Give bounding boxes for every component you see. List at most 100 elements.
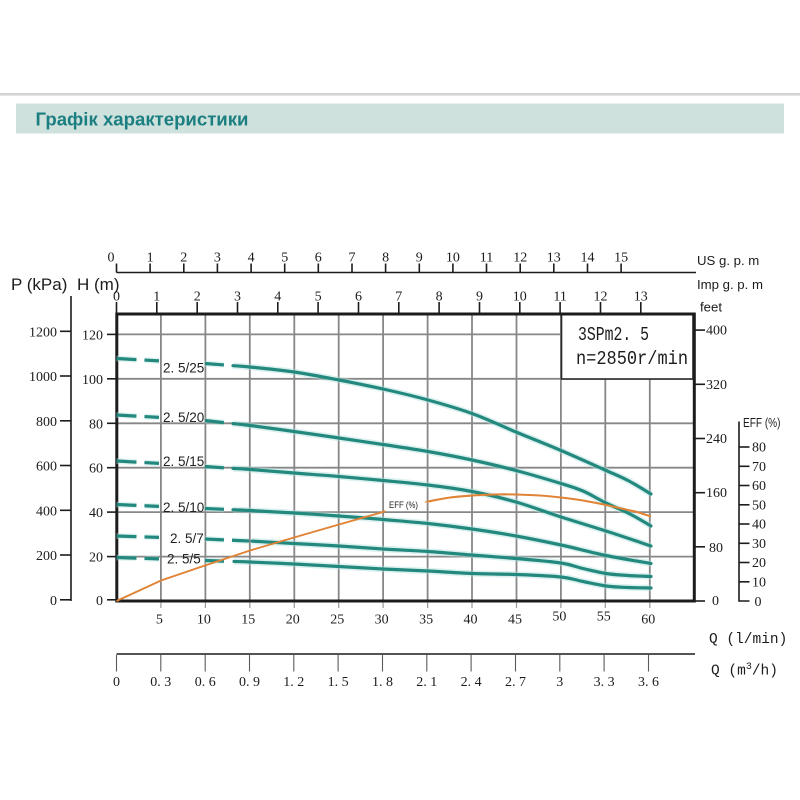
- svg-text:6: 6: [315, 251, 322, 266]
- svg-text:40: 40: [752, 518, 766, 533]
- svg-text:120: 120: [82, 328, 103, 343]
- svg-text:8: 8: [382, 251, 389, 266]
- svg-text:EFF (%): EFF (%): [389, 500, 418, 511]
- svg-text:P (kPa): P (kPa): [11, 275, 67, 294]
- svg-text:100: 100: [82, 373, 103, 388]
- svg-text:Q (m3/h): Q (m3/h): [711, 662, 778, 680]
- svg-text:20: 20: [752, 556, 766, 571]
- svg-text:1: 1: [147, 251, 154, 266]
- svg-text:14: 14: [581, 251, 595, 266]
- svg-text:0: 0: [113, 290, 120, 305]
- svg-text:60: 60: [641, 613, 655, 628]
- svg-text:200: 200: [36, 549, 57, 564]
- svg-text:1. 2: 1. 2: [283, 675, 304, 690]
- svg-text:40: 40: [464, 613, 478, 628]
- svg-text:3. 3: 3. 3: [594, 675, 615, 690]
- svg-text:320: 320: [706, 378, 727, 393]
- svg-text:80: 80: [752, 441, 766, 456]
- svg-text:Q (l/min): Q (l/min): [709, 632, 787, 648]
- svg-text:55: 55: [597, 610, 611, 625]
- svg-text:n=2850r/min: n=2850r/min: [576, 348, 688, 370]
- svg-text:3: 3: [214, 251, 221, 266]
- svg-text:11: 11: [480, 251, 493, 266]
- svg-text:6: 6: [355, 290, 362, 305]
- svg-text:400: 400: [706, 324, 727, 339]
- svg-text:8: 8: [436, 290, 443, 305]
- svg-text:1. 8: 1. 8: [372, 675, 393, 690]
- svg-text:10: 10: [197, 613, 211, 628]
- svg-text:feet: feet: [700, 300, 722, 315]
- svg-text:0: 0: [96, 594, 103, 609]
- svg-text:160: 160: [706, 486, 727, 501]
- svg-text:1: 1: [153, 290, 160, 305]
- svg-text:20: 20: [286, 613, 300, 628]
- svg-text:1000: 1000: [29, 370, 57, 385]
- svg-text:Графік характеристики: Графік характеристики: [36, 109, 249, 130]
- svg-text:2. 5/25: 2. 5/25: [163, 361, 204, 376]
- svg-text:70: 70: [752, 460, 766, 475]
- svg-text:2. 5/10: 2. 5/10: [163, 500, 204, 515]
- svg-text:0. 9: 0. 9: [239, 675, 260, 690]
- svg-text:30: 30: [752, 537, 766, 552]
- svg-text:15: 15: [614, 251, 628, 266]
- svg-text:US g. p. m: US g. p. m: [697, 253, 759, 268]
- svg-text:0: 0: [712, 594, 719, 609]
- svg-text:50: 50: [752, 498, 766, 513]
- svg-text:3SPm2. 5: 3SPm2. 5: [578, 324, 649, 346]
- svg-text:60: 60: [89, 462, 103, 477]
- svg-text:4: 4: [248, 251, 255, 266]
- svg-text:10: 10: [446, 251, 460, 266]
- svg-text:2. 1: 2. 1: [416, 675, 437, 690]
- svg-text:25: 25: [330, 613, 344, 628]
- svg-text:9: 9: [476, 290, 483, 305]
- svg-text:2. 5/5: 2. 5/5: [167, 552, 201, 567]
- svg-text:4: 4: [274, 290, 281, 305]
- svg-text:0: 0: [108, 251, 115, 266]
- svg-text:13: 13: [634, 290, 648, 305]
- svg-text:240: 240: [706, 432, 727, 447]
- svg-text:7: 7: [395, 290, 402, 305]
- svg-text:0: 0: [113, 675, 120, 690]
- svg-text:40: 40: [89, 506, 103, 521]
- svg-text:2: 2: [194, 290, 201, 305]
- svg-text:9: 9: [416, 251, 423, 266]
- svg-text:30: 30: [375, 613, 389, 628]
- svg-text:2. 7: 2. 7: [505, 675, 526, 690]
- svg-text:80: 80: [89, 417, 103, 432]
- svg-text:400: 400: [36, 504, 57, 519]
- svg-text:13: 13: [547, 251, 561, 266]
- svg-text:0: 0: [755, 595, 762, 610]
- svg-text:35: 35: [419, 613, 433, 628]
- svg-text:20: 20: [89, 551, 103, 566]
- svg-text:10: 10: [752, 575, 766, 590]
- svg-text:80: 80: [709, 541, 723, 556]
- svg-text:7: 7: [349, 251, 356, 266]
- svg-text:10: 10: [513, 290, 527, 305]
- svg-text:0. 3: 0. 3: [150, 675, 171, 690]
- svg-text:60: 60: [752, 479, 766, 494]
- svg-text:EFF (%): EFF (%): [743, 415, 781, 430]
- svg-text:H (m): H (m): [77, 275, 119, 294]
- svg-text:800: 800: [36, 415, 57, 430]
- svg-text:0: 0: [50, 594, 57, 609]
- svg-text:2. 5/15: 2. 5/15: [163, 454, 204, 469]
- svg-text:3. 6: 3. 6: [638, 675, 659, 690]
- svg-text:600: 600: [36, 460, 57, 475]
- svg-text:2: 2: [180, 251, 187, 266]
- svg-text:1200: 1200: [29, 325, 57, 340]
- svg-text:2. 4: 2. 4: [461, 675, 482, 690]
- svg-text:1. 5: 1. 5: [328, 675, 349, 690]
- svg-text:5: 5: [156, 613, 163, 628]
- svg-text:5: 5: [315, 290, 322, 305]
- svg-text:2. 5/20: 2. 5/20: [163, 410, 204, 425]
- svg-text:12: 12: [594, 290, 608, 305]
- svg-text:0. 6: 0. 6: [195, 675, 216, 690]
- svg-text:3: 3: [556, 675, 563, 690]
- svg-text:Imp g. p. m: Imp g. p. m: [697, 277, 763, 292]
- svg-text:15: 15: [241, 613, 255, 628]
- svg-text:3: 3: [234, 290, 241, 305]
- svg-text:45: 45: [508, 613, 522, 628]
- svg-text:5: 5: [281, 251, 288, 266]
- svg-text:12: 12: [513, 251, 527, 266]
- svg-text:50: 50: [552, 610, 566, 625]
